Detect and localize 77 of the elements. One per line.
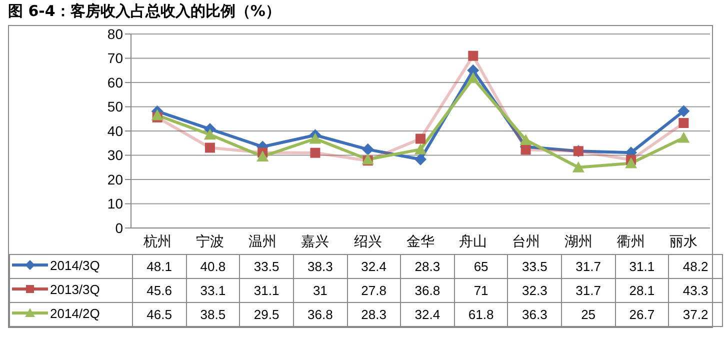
x-tick-label: 台州 bbox=[512, 232, 540, 249]
y-tick-label: 80 bbox=[107, 26, 124, 42]
point bbox=[678, 118, 689, 128]
data-label: 38.5 bbox=[186, 302, 240, 326]
point bbox=[414, 153, 426, 166]
point bbox=[204, 128, 216, 140]
point bbox=[468, 50, 478, 61]
point bbox=[625, 157, 638, 168]
data-label: 25 bbox=[562, 302, 616, 326]
data-label: 36.8 bbox=[293, 302, 347, 326]
data-label: 26.7 bbox=[615, 302, 669, 326]
point bbox=[256, 150, 269, 162]
data-label: 43.3 bbox=[668, 278, 722, 302]
data-label: 28.3 bbox=[400, 254, 454, 278]
x-tick-label: 宁波 bbox=[196, 232, 224, 249]
point bbox=[309, 132, 322, 144]
x-tick-label: 绍兴 bbox=[354, 232, 382, 249]
point bbox=[362, 143, 374, 156]
point bbox=[414, 143, 426, 154]
data-label: 36.8 bbox=[400, 278, 454, 302]
data-label: 32.4 bbox=[347, 254, 401, 278]
y-tick-label: 0 bbox=[115, 220, 124, 236]
data-label: 31 bbox=[293, 278, 347, 302]
data-label: 48.2 bbox=[668, 254, 722, 278]
point bbox=[362, 153, 374, 164]
data-label: 32.4 bbox=[400, 302, 454, 326]
x-tick-label: 杭州 bbox=[142, 232, 172, 249]
x-tick-label: 丽水 bbox=[670, 232, 698, 249]
legend-label: 2014/3Q bbox=[50, 258, 100, 273]
x-tick-label: 嘉兴 bbox=[301, 232, 330, 249]
data-label: 38.3 bbox=[293, 254, 347, 278]
y-tick-label: 50 bbox=[107, 98, 124, 115]
x-tick-label: 温州 bbox=[248, 232, 277, 249]
data-label: 48.1 bbox=[132, 254, 186, 278]
x-tick-label: 衢州 bbox=[617, 232, 646, 249]
y-tick-label: 60 bbox=[107, 74, 124, 90]
data-label: 71 bbox=[454, 278, 508, 302]
legend-label: 2013/3Q bbox=[50, 282, 100, 297]
data-label: 36.3 bbox=[508, 302, 562, 326]
data-label: 31.7 bbox=[562, 278, 616, 302]
data-label: 33.5 bbox=[508, 254, 562, 278]
data-label: 32.3 bbox=[508, 278, 562, 302]
data-label: 65 bbox=[454, 254, 508, 278]
point bbox=[204, 142, 215, 153]
y-tick-label: 20 bbox=[107, 171, 124, 188]
y-tick-label: 70 bbox=[107, 50, 124, 66]
data-label: 45.6 bbox=[132, 278, 186, 302]
data-label: 61.8 bbox=[454, 302, 508, 326]
data-label: 46.5 bbox=[132, 302, 186, 326]
y-tick-label: 30 bbox=[107, 147, 124, 164]
point bbox=[572, 161, 584, 172]
point bbox=[520, 134, 532, 145]
data-label: 29.5 bbox=[240, 302, 294, 326]
point bbox=[520, 144, 531, 155]
x-tick-label: 金华 bbox=[406, 232, 434, 249]
point bbox=[416, 134, 426, 144]
chart-title: 图 6-4：客房收入占总收入的比例（%） bbox=[8, 2, 282, 21]
point bbox=[678, 105, 690, 118]
data-label: 31.1 bbox=[240, 278, 294, 302]
data-label: 27.8 bbox=[347, 278, 401, 302]
point bbox=[151, 109, 164, 120]
y-tick-label: 40 bbox=[107, 122, 124, 139]
data-label: 28.3 bbox=[347, 302, 401, 326]
point bbox=[310, 148, 320, 158]
data-label: 31.7 bbox=[562, 254, 616, 278]
data-label: 28.1 bbox=[615, 278, 669, 302]
x-tick-label: 湖州 bbox=[564, 232, 592, 249]
legend-label: 2014/2Q bbox=[50, 306, 100, 321]
data-label: 40.8 bbox=[186, 254, 240, 278]
data-label: 37.2 bbox=[668, 302, 722, 326]
x-tick-label: 舟山 bbox=[459, 232, 488, 249]
data-label: 33.1 bbox=[186, 278, 240, 302]
data-label: 33.5 bbox=[240, 254, 294, 278]
data-label: 31.1 bbox=[615, 254, 669, 278]
point bbox=[467, 72, 480, 84]
point bbox=[678, 132, 690, 143]
y-tick-label: 10 bbox=[107, 196, 124, 212]
